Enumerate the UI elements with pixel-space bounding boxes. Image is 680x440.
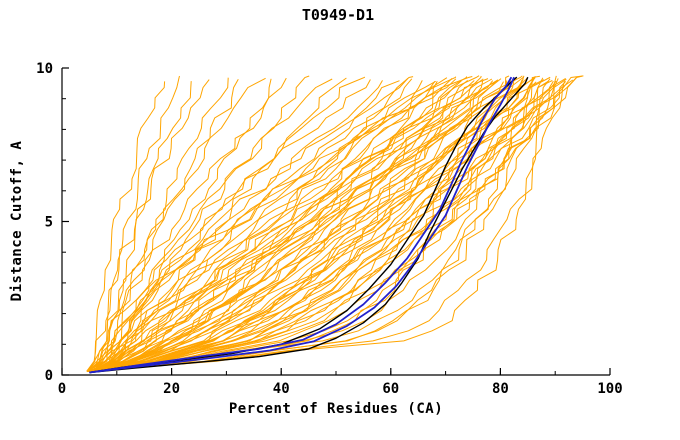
model-curve-orange <box>92 79 210 372</box>
curves-layer <box>86 75 584 374</box>
model-curve-orange <box>88 78 559 372</box>
model-curve-orange <box>92 75 584 372</box>
tick-labels: 0 20 40 60 80 100 0 5 10 <box>36 61 623 397</box>
model-curve-orange <box>91 78 489 372</box>
model-curve-orange <box>92 80 554 372</box>
model-curve-orange <box>87 75 180 372</box>
model-curve-orange <box>90 79 544 372</box>
x-tick-label: 100 <box>597 381 622 397</box>
model-curve-orange <box>86 77 266 372</box>
model-curve-orange <box>86 81 166 372</box>
model-curve-orange <box>92 79 499 372</box>
model-curve-orange <box>93 78 567 372</box>
model-curve-orange <box>86 75 480 372</box>
x-axis-label: Percent of Residues (CA) <box>229 401 443 417</box>
chart-title: T0949-D1 <box>302 6 374 24</box>
model-curve-orange <box>88 77 229 372</box>
model-curve-orange <box>93 76 457 372</box>
x-tick-label: 40 <box>273 381 290 397</box>
model-curve-orange <box>90 80 383 372</box>
model-curve-orange <box>91 76 551 372</box>
model-curve-orange <box>86 76 473 372</box>
model-curve-orange <box>92 79 534 372</box>
model-curve-orange <box>90 80 484 372</box>
model-curve-orange <box>88 76 524 372</box>
model-curve-orange <box>91 77 287 372</box>
model-curve-orange <box>93 81 566 372</box>
model-curve-orange <box>88 77 566 372</box>
model-curve-orange <box>91 78 493 372</box>
model-curve-orange <box>94 77 347 372</box>
y-tick-label: 5 <box>45 215 53 231</box>
y-tick-label: 0 <box>45 368 53 384</box>
model-curve-blue-1 <box>89 76 515 374</box>
model-curve-orange <box>88 77 536 372</box>
model-curve-orange <box>86 78 457 372</box>
x-tick-label: 20 <box>163 381 180 397</box>
model-curve-orange <box>86 76 366 372</box>
model-curve-black-2 <box>89 76 518 374</box>
model-curve-orange <box>92 81 567 372</box>
model-curve-orange <box>88 78 409 372</box>
model-curve-orange <box>93 80 462 372</box>
x-tick-label: 80 <box>492 381 509 397</box>
model-curve-orange <box>89 77 544 372</box>
y-axis-label: Distance Cutoff, A <box>9 141 25 302</box>
model-curve-orange <box>88 78 333 372</box>
x-tick-label: 60 <box>382 381 399 397</box>
model-curve-orange <box>90 77 448 372</box>
model-curve-orange <box>92 81 436 372</box>
model-curve-orange <box>87 80 557 372</box>
model-curve-orange <box>89 75 510 372</box>
model-curve-orange <box>92 79 524 372</box>
model-curve-orange <box>91 75 583 372</box>
y-tick-label: 10 <box>36 61 53 77</box>
model-curve-orange <box>88 76 414 372</box>
tick-marks <box>61 67 611 376</box>
model-curve-orange <box>91 80 469 372</box>
model-curve-black-1 <box>89 76 529 374</box>
model-curve-blue-2 <box>89 76 513 374</box>
model-curve-orange <box>93 75 540 372</box>
model-curve-orange <box>91 78 413 372</box>
model-curve-orange <box>86 79 371 372</box>
x-tick-label: 0 <box>58 381 66 397</box>
model-curve-orange <box>88 80 508 372</box>
model-curve-orange <box>86 78 239 372</box>
model-curve-orange <box>88 80 475 372</box>
model-curve-orange <box>90 75 310 372</box>
model-curve-orange <box>94 80 436 372</box>
